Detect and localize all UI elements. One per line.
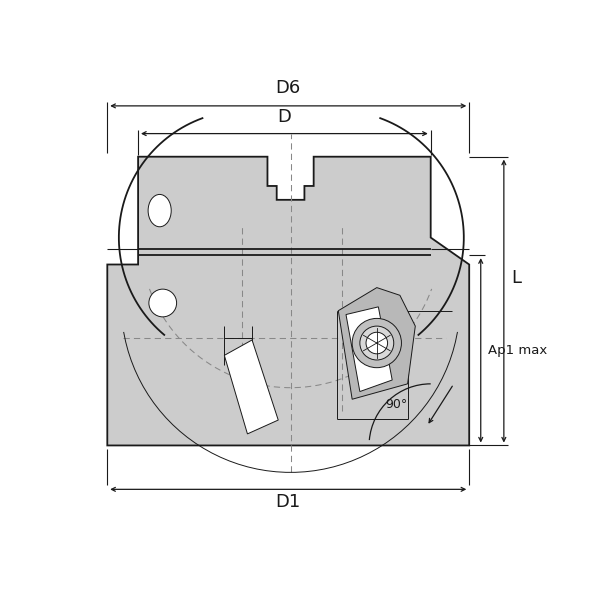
Text: Ap1 max: Ap1 max <box>488 344 548 357</box>
Circle shape <box>149 289 176 317</box>
Polygon shape <box>224 340 278 434</box>
Circle shape <box>352 319 401 368</box>
Text: 90°: 90° <box>385 398 407 411</box>
Polygon shape <box>338 287 415 399</box>
Ellipse shape <box>148 194 171 227</box>
Text: D1: D1 <box>275 493 301 511</box>
Text: D6: D6 <box>275 79 301 97</box>
Circle shape <box>360 326 394 360</box>
Circle shape <box>366 332 388 354</box>
Text: D: D <box>277 108 292 126</box>
Polygon shape <box>107 157 469 445</box>
Polygon shape <box>346 307 392 392</box>
Text: L: L <box>512 269 521 287</box>
